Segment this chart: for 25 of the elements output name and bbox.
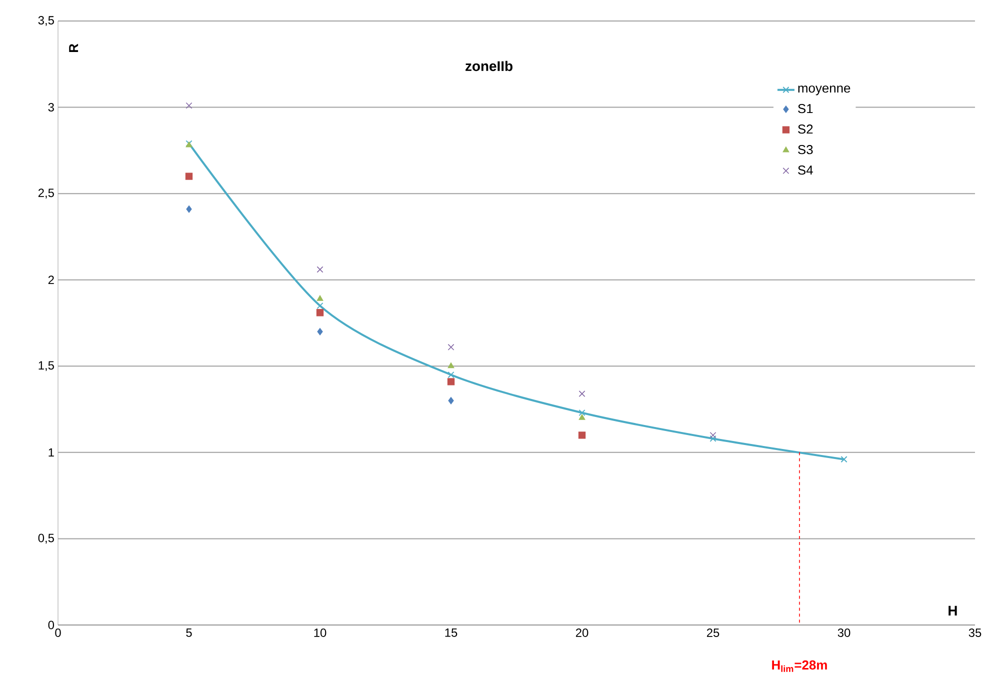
x-tick-label: 5 bbox=[186, 628, 192, 637]
legend-label: S3 bbox=[798, 145, 813, 154]
legend-label: S2 bbox=[798, 124, 813, 134]
x-axis-title: H bbox=[948, 606, 957, 616]
y-tick-label: 1,5 bbox=[38, 361, 54, 372]
y-tick-label: 3 bbox=[48, 103, 54, 112]
y-tick-label: 0,5 bbox=[38, 534, 54, 544]
legend-label: S4 bbox=[798, 166, 813, 175]
x-tick-label: 25 bbox=[706, 628, 720, 637]
x-tick-label: 0 bbox=[55, 628, 61, 637]
text: zoneIIb bbox=[466, 60, 512, 72]
x-tick-label: 10 bbox=[314, 628, 326, 637]
legend-label: moyenne bbox=[798, 86, 850, 96]
ref-line-label: H$_{lim}$=28m bbox=[772, 660, 827, 672]
y-tick-label: 2 bbox=[48, 276, 54, 284]
y-axis-title: R bbox=[69, 44, 78, 52]
y-tick-label: 2,5 bbox=[38, 188, 54, 199]
x-tick-label: 30 bbox=[838, 628, 850, 637]
y-tick-label: 0 bbox=[48, 620, 54, 630]
y-tick-label: 1 bbox=[48, 448, 54, 457]
x-tick-label: 20 bbox=[576, 628, 588, 637]
y-tick-label: 3,5 bbox=[38, 16, 54, 26]
x-tick-label: 15 bbox=[445, 628, 458, 637]
x-tick-label: 35 bbox=[968, 628, 982, 637]
legend-label: S1 bbox=[798, 104, 813, 114]
